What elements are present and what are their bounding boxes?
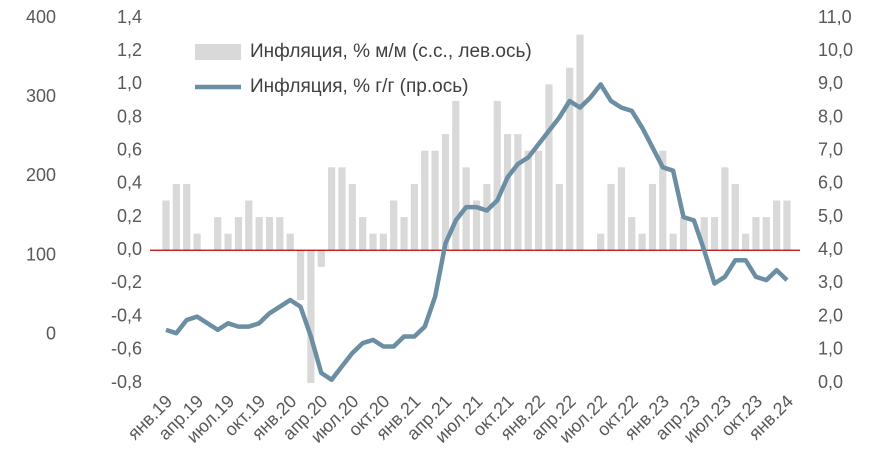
bar [338, 167, 346, 251]
bar [576, 34, 584, 251]
bar [535, 150, 543, 251]
bar [721, 167, 729, 251]
bar [400, 217, 408, 251]
bar [421, 150, 429, 251]
y2-tick-label: 1,0 [818, 339, 843, 359]
bar [224, 233, 232, 251]
y-tick-label: 0,2 [117, 206, 142, 226]
y-tick-label: 0,6 [117, 139, 142, 159]
bar [545, 84, 553, 251]
bar [659, 150, 667, 251]
y-tick-label: 0,0 [117, 239, 142, 259]
line-series [165, 82, 789, 382]
bar [286, 233, 294, 251]
bar [638, 233, 646, 251]
bar [762, 217, 770, 251]
legend-label: Инфляция, % м/м (с.с., лев.ось) [250, 41, 532, 62]
bar [317, 250, 325, 267]
bar [359, 217, 367, 251]
bar [555, 183, 563, 251]
bar [617, 167, 625, 251]
y2-tick-label: 2,0 [818, 305, 843, 325]
bar [410, 183, 418, 251]
bar [597, 233, 605, 251]
y-tick-label: 0,4 [117, 173, 142, 193]
bar [742, 233, 750, 251]
bar [710, 217, 719, 251]
bar [628, 217, 636, 251]
y-tick-label: -0,6 [111, 339, 142, 359]
bar [452, 100, 460, 251]
bar [700, 217, 708, 251]
bar [783, 200, 791, 251]
bar [679, 217, 688, 251]
bar [514, 134, 522, 251]
y-tick-label: -0,8 [111, 372, 142, 392]
legend-swatch [195, 44, 241, 60]
bar [348, 183, 356, 251]
bar [566, 67, 574, 251]
bar [390, 200, 398, 251]
y3-tick-label: 300 [26, 86, 56, 106]
bar [607, 183, 615, 251]
bar [172, 183, 180, 251]
y-tick-label: 0,8 [117, 106, 142, 126]
y3-tick-label: 100 [26, 244, 56, 264]
bar [296, 250, 305, 301]
y2-tick-label: 9,0 [818, 73, 843, 93]
bar [193, 233, 201, 251]
bar [245, 200, 253, 251]
bar [265, 217, 274, 251]
bar [524, 150, 532, 251]
y2-tick-label: 8,0 [818, 106, 843, 126]
bar [431, 150, 439, 251]
bar [493, 100, 501, 251]
y2-tick-label: 7,0 [818, 139, 843, 159]
y-tick-label: -0,4 [111, 305, 142, 325]
bar [214, 217, 222, 251]
y2-tick-label: 4,0 [818, 239, 843, 259]
bar [441, 134, 450, 251]
bar [503, 134, 512, 251]
bar [731, 183, 739, 251]
y2-tick-label: 5,0 [818, 206, 843, 226]
y-tick-label: 1,4 [117, 7, 142, 27]
y3-tick-label: 400 [26, 7, 56, 27]
y2-tick-label: 3,0 [818, 272, 843, 292]
bar [472, 200, 481, 251]
y2-tick-label: 11,0 [818, 7, 852, 27]
bar [183, 183, 191, 251]
bar [328, 167, 336, 251]
bar [162, 200, 170, 251]
bar [369, 233, 377, 251]
bar [276, 217, 284, 251]
y-tick-label: -0,2 [111, 272, 142, 292]
y-tick-label: 1,0 [117, 73, 142, 93]
bar [752, 217, 760, 251]
bar [483, 183, 491, 251]
y2-tick-label: 10,0 [818, 40, 853, 60]
y-tick-label: 1,2 [117, 40, 142, 60]
y3-tick-label: 200 [26, 165, 56, 185]
legend-label: Инфляция, % г/г (пр.ось) [250, 76, 468, 97]
bar [773, 200, 781, 251]
y2-tick-label: 0,0 [818, 372, 843, 392]
y2-tick-label: 6,0 [818, 173, 843, 193]
bar [307, 250, 315, 383]
bar [648, 183, 657, 251]
bar [669, 233, 677, 251]
bar [255, 217, 263, 251]
bar [234, 217, 243, 251]
y3-tick-label: 0 [46, 323, 56, 343]
bar [379, 233, 387, 251]
